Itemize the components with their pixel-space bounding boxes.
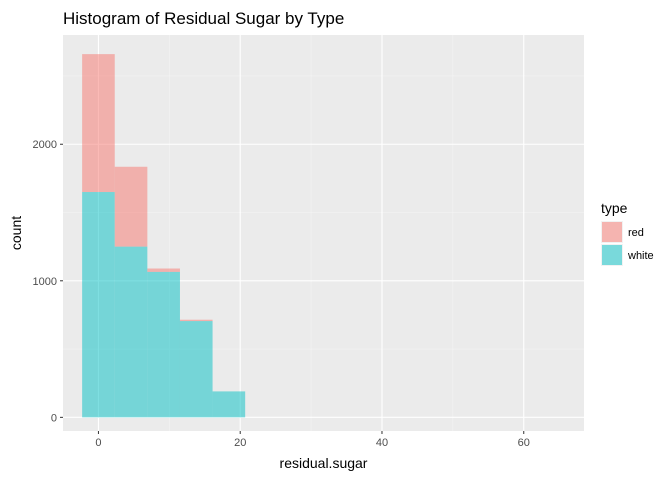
legend-key-white [602, 245, 622, 265]
bar-red [179, 319, 213, 322]
bar-white [114, 246, 148, 418]
x-axis-title: residual.sugar [280, 455, 368, 471]
x-axis: 0 20 40 60 [95, 431, 530, 449]
bar-white [82, 192, 115, 418]
legend-title: type [601, 200, 628, 216]
bar-white [179, 321, 213, 418]
legend: type red white [601, 200, 654, 266]
y-axis-title: count [8, 216, 24, 250]
x-tick-label: 60 [518, 437, 530, 449]
x-tick-label: 20 [234, 437, 246, 449]
bar-white [147, 271, 180, 418]
bar-red [114, 166, 148, 247]
bar-white [212, 391, 246, 418]
y-tick-label: 1000 [33, 276, 57, 288]
bar-red [82, 54, 115, 193]
y-axis: 0 1000 2000 [33, 139, 63, 424]
bar-red [147, 268, 180, 272]
legend-label-red: red [628, 227, 644, 239]
histogram-bars [82, 54, 246, 418]
y-tick-label: 2000 [33, 139, 57, 151]
x-tick-label: 0 [95, 437, 101, 449]
y-tick-label: 0 [51, 412, 57, 424]
legend-label-white: white [627, 250, 654, 262]
chart-title: Histogram of Residual Sugar by Type [63, 9, 344, 28]
x-tick-label: 40 [376, 437, 388, 449]
legend-key-red [602, 222, 622, 242]
